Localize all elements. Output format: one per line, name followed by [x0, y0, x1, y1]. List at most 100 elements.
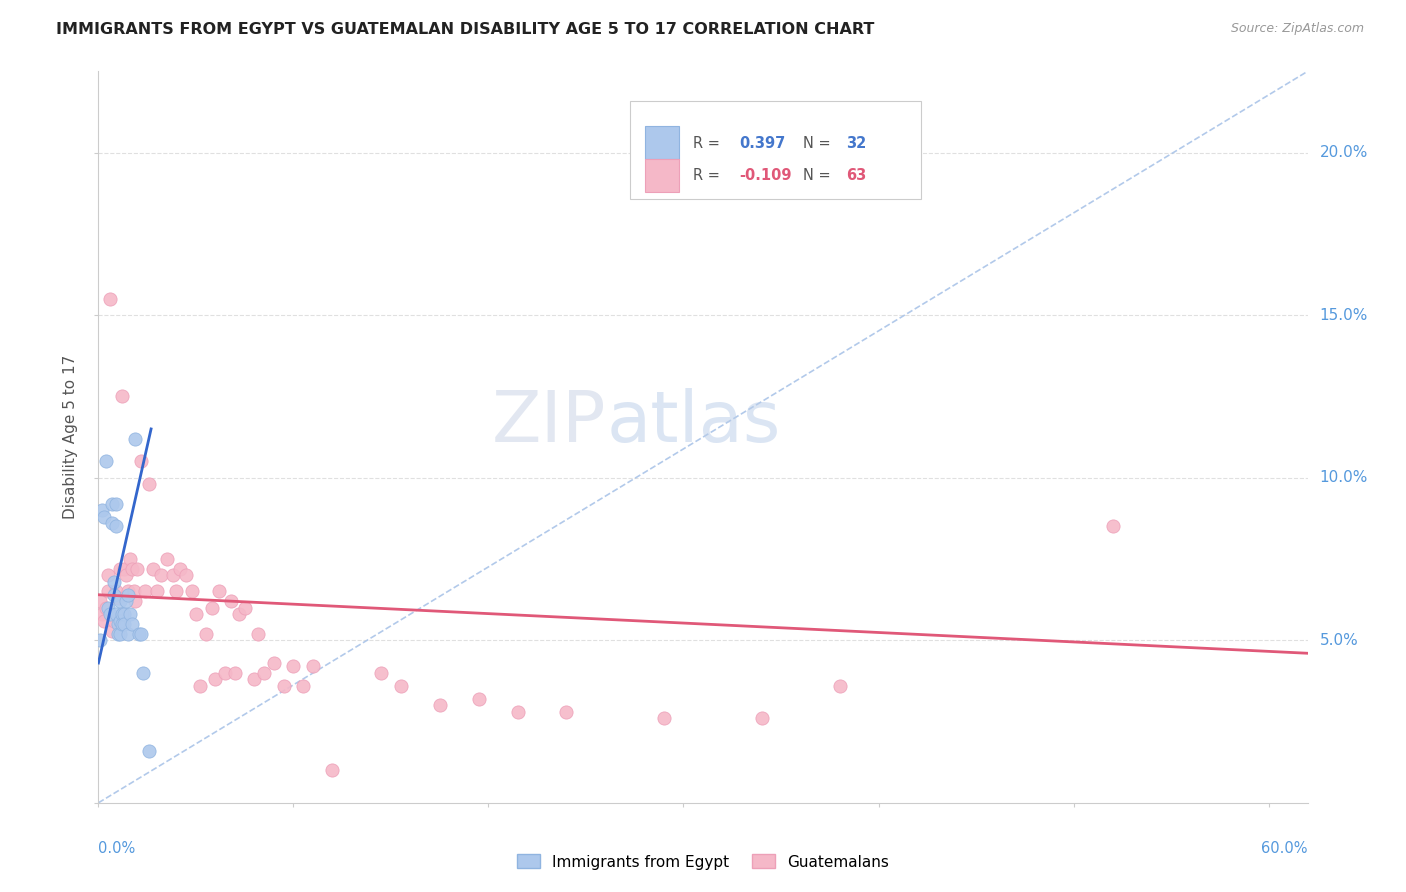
Point	[117, 588, 139, 602]
Point	[146, 584, 169, 599]
Point	[103, 614, 125, 628]
Point	[128, 626, 150, 640]
Point	[194, 626, 217, 640]
Text: 60.0%: 60.0%	[1261, 841, 1308, 856]
Point	[108, 626, 131, 640]
Point	[107, 617, 129, 632]
Point	[162, 568, 184, 582]
Point	[114, 568, 136, 582]
Point	[389, 679, 412, 693]
Text: 0.397: 0.397	[740, 136, 786, 151]
Point	[188, 679, 211, 693]
Point	[224, 665, 246, 680]
FancyBboxPatch shape	[645, 126, 679, 159]
Text: 5.0%: 5.0%	[1320, 632, 1358, 648]
Point	[96, 454, 118, 468]
Point	[89, 633, 111, 648]
Point	[132, 665, 155, 680]
Point	[104, 584, 127, 599]
Point	[111, 389, 134, 403]
Text: N =: N =	[803, 136, 831, 151]
Point	[108, 614, 131, 628]
Point	[118, 552, 141, 566]
Point	[429, 698, 451, 713]
Point	[370, 665, 392, 680]
Point	[117, 584, 139, 599]
Text: ZIP: ZIP	[492, 388, 606, 457]
Point	[121, 617, 143, 632]
Point	[165, 584, 187, 599]
Point	[112, 562, 135, 576]
Text: R =: R =	[693, 136, 720, 151]
Point	[118, 607, 141, 622]
Point	[93, 614, 115, 628]
Text: IMMIGRANTS FROM EGYPT VS GUATEMALAN DISABILITY AGE 5 TO 17 CORRELATION CHART: IMMIGRANTS FROM EGYPT VS GUATEMALAN DISA…	[56, 22, 875, 37]
Point	[97, 568, 120, 582]
Point	[101, 497, 124, 511]
Point	[253, 665, 276, 680]
Point	[122, 584, 145, 599]
Point	[233, 600, 256, 615]
Point	[243, 673, 266, 687]
Legend: Immigrants from Egypt, Guatemalans: Immigrants from Egypt, Guatemalans	[510, 848, 896, 876]
Point	[96, 600, 118, 615]
Point	[111, 617, 134, 632]
Point	[156, 552, 179, 566]
Point	[228, 607, 250, 622]
FancyBboxPatch shape	[645, 159, 679, 192]
Point	[112, 607, 135, 622]
Point	[214, 665, 236, 680]
Point	[1101, 519, 1123, 533]
Point	[200, 600, 222, 615]
Text: -0.109: -0.109	[740, 169, 792, 184]
Point	[121, 562, 143, 576]
Point	[174, 568, 197, 582]
Text: atlas: atlas	[606, 388, 780, 457]
Point	[652, 711, 675, 725]
Point	[124, 432, 146, 446]
Point	[107, 626, 129, 640]
Point	[101, 516, 124, 531]
Point	[91, 607, 114, 622]
Point	[149, 568, 172, 582]
Point	[91, 503, 114, 517]
Point	[219, 594, 242, 608]
Point	[124, 594, 146, 608]
Point	[467, 691, 489, 706]
Point	[103, 588, 125, 602]
Point	[181, 584, 204, 599]
Text: R =: R =	[693, 169, 720, 184]
Point	[292, 679, 315, 693]
Point	[263, 656, 285, 670]
Point	[107, 591, 129, 605]
Point	[98, 292, 121, 306]
Point	[208, 584, 231, 599]
Text: 10.0%: 10.0%	[1320, 470, 1368, 485]
Point	[321, 764, 343, 778]
Point	[101, 624, 124, 638]
Point	[131, 454, 153, 468]
Point	[98, 607, 121, 622]
Point	[108, 594, 131, 608]
Point	[204, 673, 226, 687]
Point	[112, 617, 135, 632]
Point	[104, 607, 127, 622]
Y-axis label: Disability Age 5 to 17: Disability Age 5 to 17	[63, 355, 79, 519]
Point	[127, 562, 149, 576]
Point	[131, 626, 153, 640]
Point	[111, 607, 134, 622]
Point	[283, 659, 305, 673]
Text: Source: ZipAtlas.com: Source: ZipAtlas.com	[1230, 22, 1364, 36]
Point	[169, 562, 191, 576]
Point	[138, 477, 160, 491]
Point	[247, 626, 270, 640]
Point	[134, 584, 156, 599]
Text: 15.0%: 15.0%	[1320, 308, 1368, 323]
Text: 20.0%: 20.0%	[1320, 145, 1368, 161]
Point	[93, 509, 115, 524]
Point	[104, 497, 127, 511]
Point	[104, 519, 127, 533]
Point	[89, 594, 111, 608]
Point	[108, 562, 131, 576]
Point	[138, 744, 160, 758]
